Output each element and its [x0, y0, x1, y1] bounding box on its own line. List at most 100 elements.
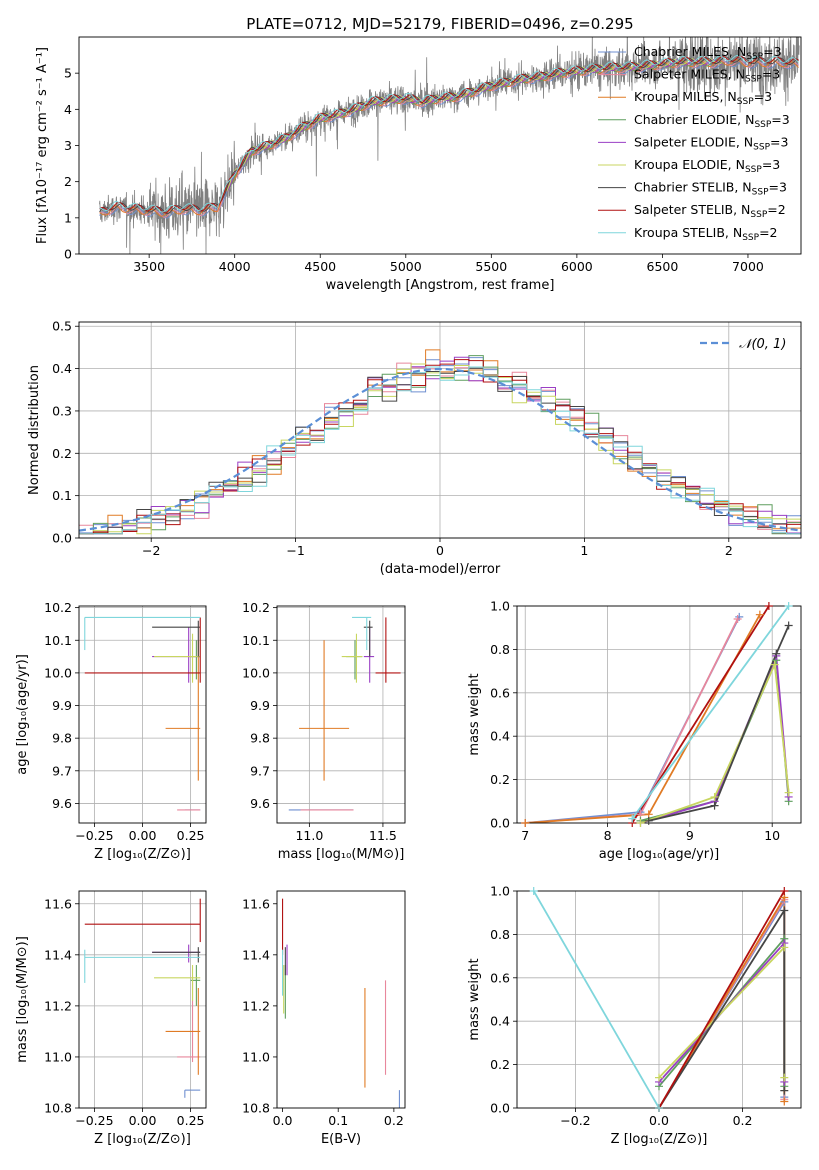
x-tick-label: 10	[764, 828, 780, 843]
plot-area	[288, 616, 401, 811]
age-vs-mass-panel: 11.0 11.5 9.6 9.7 9.8 9.9 10.0 10.1 10.2 mass [lo…	[242, 600, 406, 862]
grid	[79, 606, 206, 823]
mass-weight-marker-kroupa_elodie	[780, 1073, 789, 1082]
y-tick-label: 0.4	[52, 361, 72, 376]
legend-suffix: =3	[771, 112, 789, 127]
age-vs-metallicity-panel: −0.25 0.00 0.25 9.6 9.7 9.8 9.9 10.0 10.1 10.2 Z […	[15, 600, 207, 862]
y-tick-label: 0.2	[490, 1057, 510, 1072]
legend-entry-kroupa_stelib: Kroupa STELIB, NSSP=2	[634, 225, 778, 243]
axes-frame	[78, 890, 207, 1109]
y-tick-label: 9.6	[52, 796, 72, 811]
y-axis-label: mass [log₁₀(M/M⊙)]	[15, 936, 30, 1063]
x-tick-label: −0.25	[75, 828, 113, 843]
x-tick-label: 0.2	[384, 1113, 404, 1128]
y-tick-label: 0.3	[52, 403, 72, 418]
plot-area	[79, 349, 801, 535]
x-tick-label: 0.00	[129, 1113, 157, 1128]
y-tick-label: 10.1	[242, 633, 270, 648]
y-tick-label: 5	[64, 66, 72, 81]
legend-subscript: SSP	[742, 233, 759, 243]
mass-weight-marker-salpeter_stelib	[764, 602, 773, 610]
mass-weight-line-chabrier_stelib	[648, 625, 790, 822]
x-tick-label: −1	[286, 543, 304, 558]
x-axis-label: (data-model)/error	[380, 562, 501, 577]
y-tick-label: 9.7	[250, 763, 270, 778]
legend-subscript: SSP	[754, 120, 771, 130]
mass-vs-metallicity-panel: −0.25 0.00 0.25 10.8 11.0 11.2 11.4 11.6 Z [log₁…	[15, 890, 207, 1147]
grid	[277, 606, 405, 823]
model-fit-line-kroupa_elodie	[226, 58, 722, 192]
y-tick-label: 0.0	[52, 531, 72, 546]
mass-weight-marker-kroupa_miles	[780, 1097, 789, 1106]
legend-suffix: =3	[763, 44, 781, 59]
x-tick-label: 0.25	[177, 828, 205, 843]
legend-label: Chabrier STELIB, N	[634, 180, 752, 195]
x-tick-label: −0.25	[75, 1113, 113, 1128]
y-axis-label: Normed distribution	[27, 365, 42, 495]
y-tick-label: 9.6	[250, 796, 270, 811]
mass-vs-ebv-panel: 0.0 0.1 0.2 10.8 11.0 11.2 11.4 11.6 E(B-V)	[242, 890, 406, 1147]
y-tick-label: 11.0	[242, 1049, 270, 1064]
mass-weight-marker-chabrier_stelib	[644, 816, 653, 825]
y-tick-label: 10.2	[44, 600, 72, 615]
y-tick-label: 0.0	[490, 816, 510, 831]
x-tick-label: 2	[725, 543, 733, 558]
x-tick-label: 11.0	[295, 828, 323, 843]
y-tick-label: 11.2	[44, 998, 72, 1013]
legend-entry-salpeter_miles: Salpeter MILES, NSSP=3	[634, 67, 780, 85]
legend-subscript: SSP	[746, 52, 763, 62]
mass-weight-marker-kroupa_elodie	[655, 1073, 663, 1082]
model-fit-line-salpeter_stelib	[99, 55, 799, 214]
x-tick-label: 0.2	[733, 1113, 753, 1128]
mass-weight-line-kroupa_stelib	[532, 891, 660, 1108]
legend-subscript: SSP	[745, 75, 762, 85]
x-tick-label: 4500	[304, 259, 336, 274]
y-tick-label: 0.1	[52, 488, 72, 503]
normal-distribution-curve	[79, 367, 801, 532]
mass-weight-marker-chabrier_stelib	[784, 621, 793, 630]
legend-subscript: SSP	[737, 97, 754, 107]
grid	[79, 891, 206, 1109]
x-axis-label: wavelength [Angstrom, rest frame]	[326, 278, 555, 293]
y-tick-label: 10.2	[242, 600, 270, 615]
y-axis-label: Flux [fλ10⁻¹⁷ erg cm⁻² s⁻¹ A⁻¹]	[35, 47, 50, 244]
y-tick-label: 11.4	[242, 947, 270, 962]
y-tick-label: 0.8	[490, 642, 510, 657]
mass-weight-marker-kroupa_elodie	[710, 792, 719, 801]
plot-area	[282, 898, 400, 1108]
x-tick-label: 3500	[133, 259, 165, 274]
x-axis-label: E(B-V)	[321, 1132, 361, 1147]
mass-weight-line-chabrier_miles	[525, 616, 741, 823]
y-tick-label: 0.4	[490, 729, 510, 744]
mass-weight-marker-kroupa_elodie	[780, 943, 789, 952]
mass-weight-marker-chabrier_stelib	[710, 801, 719, 810]
mass-weight-line-salpeter_stelib	[658, 891, 786, 1108]
x-tick-label: 0.1	[328, 1113, 348, 1128]
mass-weight-marker-salpeter_stelib	[780, 887, 789, 895]
legend-label: Salpeter ELODIE, N	[634, 134, 753, 149]
legend-label: Chabrier ELODIE, N	[634, 112, 754, 127]
x-tick-label: 7	[521, 828, 529, 843]
y-tick-label: 10.0	[242, 665, 270, 680]
legend-label: Kroupa ELODIE, N	[634, 157, 745, 172]
model-fit-line-kroupa_miles	[99, 59, 799, 217]
legend-suffix: =3	[770, 134, 788, 149]
x-tick-label: 4000	[219, 259, 251, 274]
mass-weight-marker-kroupa_stelib	[529, 887, 538, 895]
x-tick-label: 9	[686, 828, 694, 843]
y-tick-label: 11.2	[242, 998, 270, 1013]
residuals-panel: −2 −1 0 1 2 0.0 0.1 0.2 0.3 0.4 0.5 (data-model)/er…	[27, 319, 802, 577]
x-axis-label: mass [log₁₀(M/M⊙)]	[278, 847, 405, 862]
y-tick-label: 4	[64, 102, 72, 117]
mass-weight-marker-chabrier_stelib	[772, 649, 781, 658]
legend-label: Kroupa STELIB, N	[634, 225, 742, 240]
x-tick-label: 6500	[647, 259, 679, 274]
y-tick-label: 11.4	[44, 947, 72, 962]
x-tick-label: 6000	[561, 259, 593, 274]
y-tick-label: 9.7	[52, 763, 72, 778]
mass-weight-line-chabrier_stelib	[658, 907, 786, 1108]
x-tick-label: 0.0	[649, 1113, 669, 1128]
mass-weight-marker-chabrier_stelib	[780, 906, 789, 915]
legend-subscript: SSP	[753, 142, 770, 152]
